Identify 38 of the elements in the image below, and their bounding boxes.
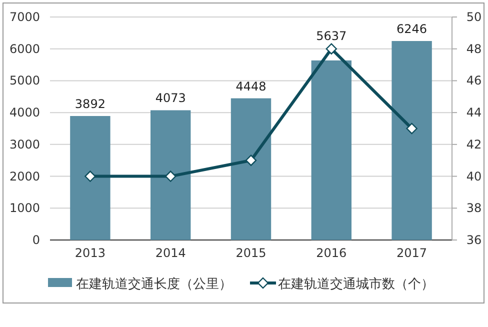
bar [392,41,432,240]
x-tick-label: 2017 [396,246,428,260]
y-tick-label: 5000 [9,74,40,88]
legend-label: 在建轨道交通城市数（个） [278,276,434,292]
y-tick-label: 0 [32,233,40,247]
point [84,170,96,182]
x-tick-label: 2015 [236,246,266,260]
data-label: 3892 [74,97,106,112]
y2-tick-label: 40 [466,169,482,184]
data-label: 4073 [155,91,186,106]
y-tick-label: 7000 [9,10,40,24]
y2-tick-label: 48 [466,42,482,56]
bar [230,98,272,240]
y2-tick-label: 50 [466,10,482,24]
bar [311,60,352,240]
y2-tick-label: 44 [466,106,482,120]
legend-label: 在建轨道交通长度（公里） [76,276,232,292]
data-label: 4448 [236,79,266,94]
y2-tick-label: 38 [466,201,482,216]
y-tick-label: 1000 [9,201,40,216]
point [406,122,418,134]
y2-tick-label: 42 [466,137,482,152]
bar [70,116,110,240]
point [245,154,257,166]
y2-tick-label: 46 [466,74,482,88]
data-label: 5637 [316,28,347,43]
y-tick-label: 4000 [9,106,40,120]
x-tick-label: 2016 [316,246,347,260]
y2-tick-label: 36 [466,233,482,247]
y-tick-label: 2000 [9,169,40,184]
point [165,170,176,182]
point [326,43,337,54]
x-tick-label: 2014 [155,246,186,260]
data-label: 6246 [396,22,428,36]
y-tick-label: 6000 [9,42,40,56]
x-tick-label: 2013 [74,246,106,260]
y-tick-label: 3000 [9,137,40,152]
bar [150,110,191,240]
